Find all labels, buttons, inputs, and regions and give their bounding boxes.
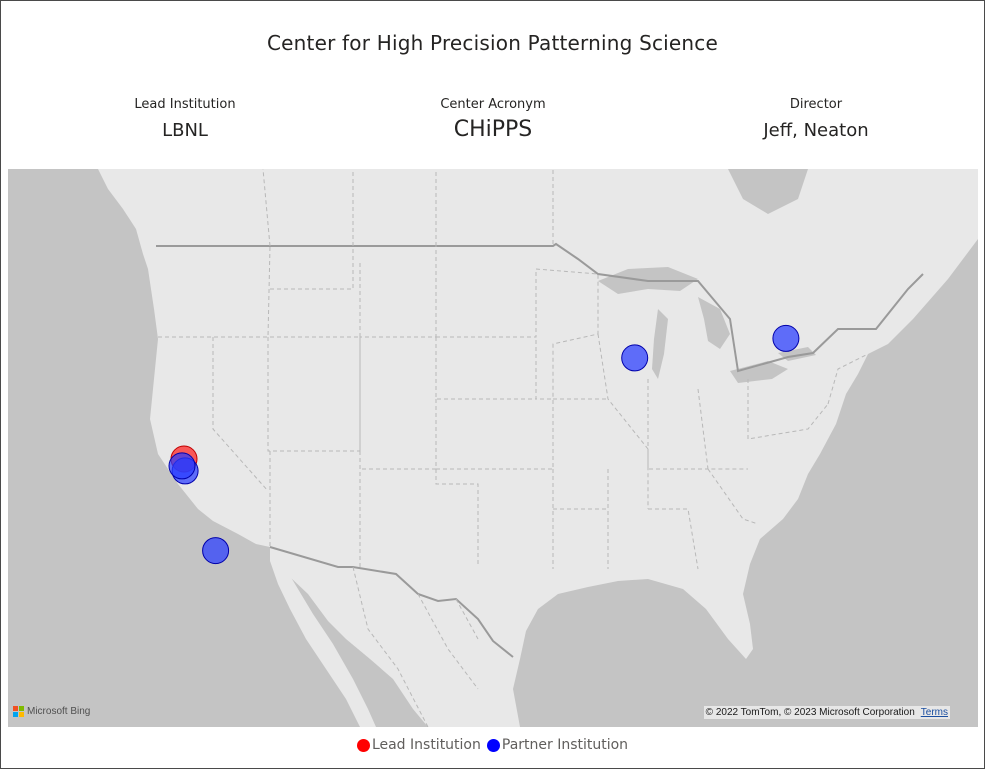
logo-square-blue — [13, 712, 18, 717]
microsoft-logo-icon — [13, 706, 24, 717]
map-legend: Lead Institution Partner Institution — [1, 737, 984, 753]
partner-institution-marker[interactable] — [621, 344, 649, 372]
logo-square-red — [13, 706, 18, 711]
lead-institution-label: Lead Institution — [134, 97, 236, 112]
lead-institution-value: LBNL — [162, 120, 208, 141]
state-borders — [158, 245, 869, 570]
map-copyright: © 2022 TomTom, © 2023 Microsoft Corporat… — [703, 706, 950, 719]
hudson-bay — [728, 169, 808, 214]
legend-label-partner: Partner Institution — [501, 737, 629, 753]
us-canada-border — [156, 242, 924, 373]
canada-province-borders — [262, 169, 554, 247]
legend-swatch-partner — [486, 738, 500, 752]
partner-institution-marker[interactable] — [168, 452, 196, 480]
bing-attribution: Microsoft Bing — [13, 706, 90, 717]
director-label: Director — [789, 97, 843, 112]
center-acronym-card: Center Acronym CHiPPS — [343, 97, 643, 142]
legend-item-partner[interactable]: Partner Institution — [486, 737, 629, 753]
legend-label-lead: Lead Institution — [371, 737, 481, 753]
basemap — [8, 169, 978, 727]
director-value: Jeff, Neaton — [763, 120, 869, 141]
terms-link[interactable]: Terms — [920, 707, 948, 718]
partner-institution-marker[interactable] — [202, 537, 230, 565]
institution-markers[interactable] — [168, 324, 800, 565]
institution-map[interactable]: Microsoft Bing © 2022 TomTom, © 2023 Mic… — [8, 169, 978, 727]
director-card: Director Jeff, Neaton — [666, 97, 966, 141]
legend-item-lead[interactable]: Lead Institution — [356, 737, 481, 753]
us-mexico-border — [269, 546, 514, 658]
logo-square-green — [19, 706, 24, 711]
center-acronym-label: Center Acronym — [440, 97, 546, 112]
lead-institution-card: Lead Institution LBNL — [35, 97, 335, 141]
mexico-state-borders — [352, 566, 479, 727]
partner-institution-marker[interactable] — [772, 324, 800, 352]
logo-square-yellow — [19, 712, 24, 717]
legend-swatch-lead — [356, 738, 370, 752]
bing-logo-text: Microsoft Bing — [27, 706, 91, 717]
report-title: Center for High Precision Patterning Sci… — [266, 31, 719, 55]
land-area — [8, 169, 978, 727]
center-acronym-value: CHiPPS — [453, 117, 533, 142]
great-lakes — [598, 267, 816, 383]
baja-peninsula — [270, 547, 376, 727]
copyright-text: © 2022 TomTom, © 2023 Microsoft Corporat… — [705, 707, 915, 718]
